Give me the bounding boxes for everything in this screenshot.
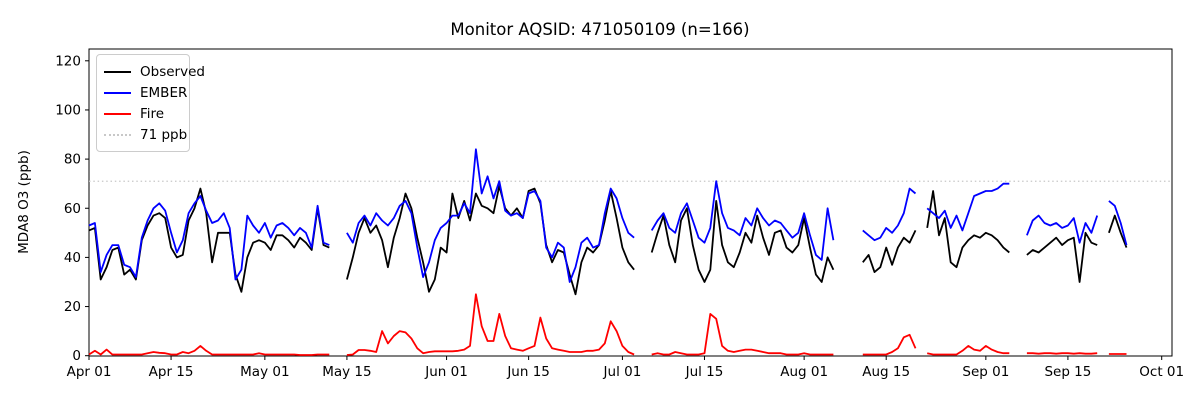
x-tick-label-9: Aug 15 [862,364,910,380]
x-tick-label-1: Apr 15 [149,364,194,380]
x-tick-label-10: Sep 01 [962,364,1009,380]
y-tick-label-2: 40 [64,250,81,266]
x-tick-label-2: May 01 [240,364,289,380]
y-tick-label-1: 20 [64,299,81,315]
x-tick-label-11: Sep 15 [1044,364,1091,380]
legend-item-ember: EMBER [104,82,187,103]
plot-border [88,48,1173,357]
legend-item-71ppb: 71 ppb [104,124,187,145]
y-tick-label-3: 60 [64,201,81,217]
x-tick-label-4: Jun 01 [424,364,468,380]
legend-label-observed: Observed [140,63,205,80]
x-tick-label-12: Oct 01 [1139,364,1184,380]
ember-line [88,148,1128,283]
legend-label-fire: Fire [140,105,165,122]
y-tick-label-5: 100 [55,102,81,118]
x-tick-label-3: May 15 [322,364,371,380]
observed-line-sample [104,70,131,73]
fire-line [88,293,1127,356]
legend-item-fire: Fire [104,103,181,124]
observed-line [88,185,1128,296]
legend-item-observed: Observed [104,61,205,82]
x-tick-label-5: Jun 15 [506,364,550,380]
legend-label-ember: EMBER [140,84,188,101]
x-tick-label-0: Apr 01 [67,364,112,380]
x-tick-label-7: Jul 15 [685,364,724,380]
threshold-line-sample [104,133,131,136]
y-tick-label-6: 120 [55,53,81,69]
chart-title: Monitor AQSID: 471050109 (n=166) [450,20,750,39]
x-tick-label-8: Aug 01 [780,364,828,380]
y-tick-label-0: 0 [72,348,81,364]
y-tick-label-4: 80 [64,152,81,168]
ember-line-sample [104,91,131,94]
legend: Observed EMBER Fire 71 ppb [96,54,205,152]
legend-label-71ppb: 71 ppb [140,126,188,143]
x-tick-label-6: Jul 01 [603,364,642,380]
fire-line-sample [104,112,131,115]
